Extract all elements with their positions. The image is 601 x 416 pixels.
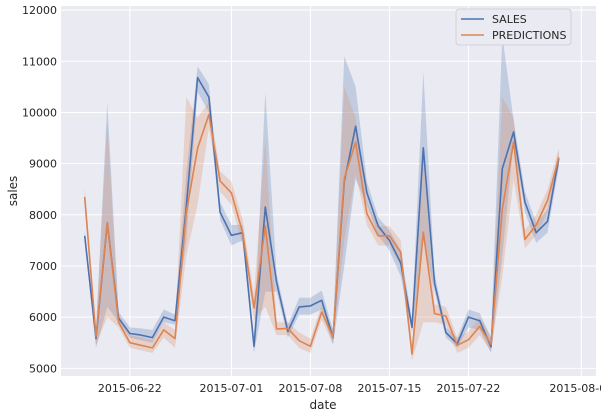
x-tick-label-2015-08-01: 2015-08-01 [549,382,601,395]
y-axis-ticks: 5000 6000 7000 8000 9000 10000 11000 12000 [22,4,57,375]
y-tick-label-9000: 9000 [29,158,57,171]
y-tick-label-8000: 8000 [29,209,57,222]
sales-line [83,76,560,348]
x-tick-label-2015-07-22: 2015-07-22 [436,382,500,395]
legend-predictions-label: PREDICTIONS [492,29,566,42]
x-axis-ticks: 2015-06-22 2015-07-01 2015-07-08 2015-07-15… [98,382,601,395]
x-axis-label: date [309,398,336,412]
x-tick-label-2015-07-08: 2015-07-08 [278,382,342,395]
series-lines [83,76,560,355]
y-tick-label-11000: 11000 [22,55,57,68]
legend-sales-label: SALES [492,13,527,26]
plot-area [61,6,596,376]
predictions-confidence-band [84,86,559,361]
x-tick-label-2015-07-01: 2015-07-01 [199,382,263,395]
x-tick-label-2015-06-22: 2015-06-22 [98,382,162,395]
x-tick-label-2015-07-15: 2015-07-15 [357,382,421,395]
legend-box [455,8,572,46]
y-tick-label-7000: 7000 [29,260,57,273]
predictions-line [83,113,560,355]
y-tick-label-10000: 10000 [22,106,57,119]
y-axis-label: sales [6,176,20,207]
y-tick-label-12000: 12000 [22,4,57,17]
y-tick-label-6000: 6000 [29,311,57,324]
legend: SALES PREDICTIONS [455,8,572,46]
y-tick-label-5000: 5000 [29,362,57,375]
confidence-bands [84,35,559,361]
